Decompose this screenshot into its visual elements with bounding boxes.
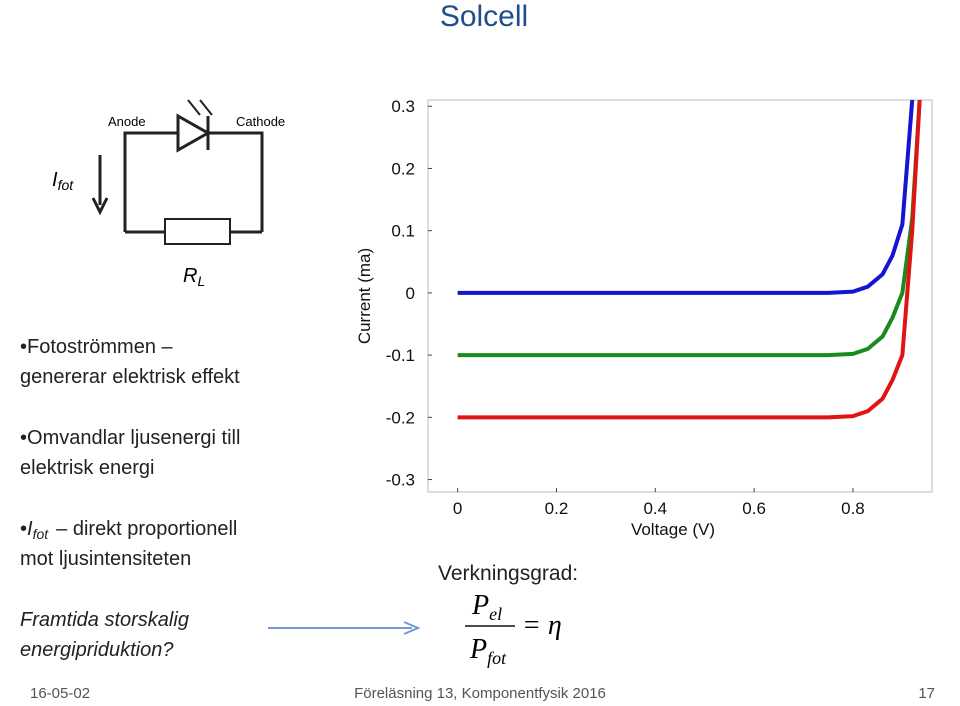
line: – direkt proportionell: [56, 518, 237, 540]
x-tick-label: 0: [453, 499, 462, 518]
sub: fot: [487, 648, 507, 668]
line: elektrisk energi: [20, 457, 155, 479]
x-tick-label: 0.8: [841, 499, 865, 518]
y-tick-label: -0.3: [386, 471, 415, 490]
plot-frame: [427, 99, 933, 493]
cathode-label: Cathode: [236, 114, 285, 129]
y-tick-label: 0.1: [391, 222, 415, 241]
sub: L: [197, 273, 205, 289]
bullet: •Ifot – direkt proportionell mot ljusinten…: [20, 518, 237, 570]
line: Framtida storskalig: [20, 609, 189, 631]
symbol: P: [471, 590, 489, 621]
y-tick-label: 0: [406, 284, 415, 303]
line: Omvandlar ljusenergi till: [27, 427, 240, 449]
series-line: [457, 100, 915, 295]
chart: 0.3 0.2 0.1 0 -0.1 -0.2 -0.3 0 0.2 0.4 0.6 0.8 Volta…: [355, 97, 933, 539]
resistor-symbol: RL: [183, 265, 205, 289]
y-tick-label: 0.3: [391, 97, 415, 116]
sub: fot: [58, 177, 75, 193]
sub: el: [489, 604, 502, 624]
numerator: Pel: [471, 590, 502, 624]
symbol: R: [183, 265, 197, 287]
y-tick-label: -0.2: [386, 408, 415, 427]
anode-label: Anode: [108, 114, 146, 129]
sub: fot: [33, 526, 50, 542]
circuit: [91, 99, 264, 245]
current-symbol: Ifot: [52, 169, 74, 193]
x-tick-label: 0.6: [742, 499, 766, 518]
footer-center: Föreläsning 13, Komponentfysik 2016: [354, 685, 606, 702]
line: mot ljusintensiteten: [20, 548, 191, 570]
bullet: •Fotoströmmen – genererar elektrisk effek…: [20, 336, 240, 388]
denominator: Pfot: [469, 634, 507, 668]
y-tick-label: 0.2: [391, 159, 415, 178]
efficiency-label: Verkningsgrad:: [438, 562, 578, 585]
x-tick-label: 0.4: [643, 499, 667, 518]
symbol: I: [27, 518, 33, 540]
arrow-head: [403, 621, 421, 635]
bullet: •Omvandlar ljusenergi till elektrisk ener…: [20, 427, 240, 479]
y-tick-label: -0.1: [386, 346, 415, 365]
question: Framtida storskalig energipriduktion?: [20, 609, 189, 661]
symbol: P: [469, 634, 487, 665]
slide-title: Solcell: [440, 0, 528, 33]
line: energipriduktion?: [20, 639, 174, 661]
footer-date: 16-05-02: [30, 685, 90, 702]
line: Fotoströmmen –: [27, 336, 173, 358]
series-line: [457, 100, 922, 358]
efficiency-result: = η: [522, 610, 562, 641]
x-tick-label: 0.2: [545, 499, 569, 518]
series-line: [457, 100, 922, 420]
symbol: I: [52, 169, 58, 191]
line: genererar elektrisk effekt: [20, 366, 240, 388]
x-axis-label: Voltage (V): [631, 520, 715, 539]
footer-page: 17: [918, 685, 935, 702]
y-axis-label: Current (ma): [355, 248, 374, 344]
